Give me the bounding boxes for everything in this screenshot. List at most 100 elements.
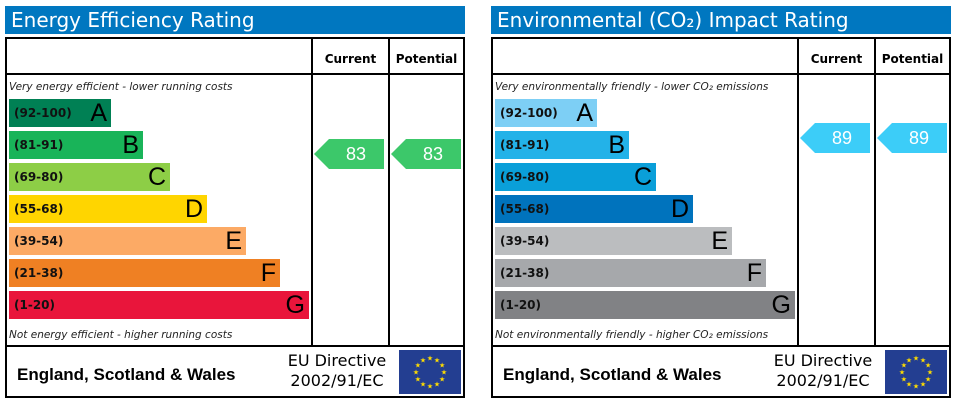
arrow-shape xyxy=(877,123,947,153)
star-icon: ★ xyxy=(439,362,445,370)
band-g: (1-20) G xyxy=(9,291,309,319)
band-c: (69-80) C xyxy=(9,163,170,191)
band-e: (39-54) E xyxy=(9,227,246,255)
star-icon: ★ xyxy=(439,376,445,384)
bottom-note: Not environmentally friendly - higher CO… xyxy=(495,329,769,341)
star-icon: ★ xyxy=(415,376,421,384)
band-range: (39-54) xyxy=(14,234,64,248)
band-letter: C xyxy=(147,163,166,191)
band-range: (21-38) xyxy=(500,266,550,280)
environmental-impact-panel: Environmental (CO₂) Impact Rating Curren… xyxy=(491,0,952,404)
band-range: (1-20) xyxy=(14,298,55,312)
region-label: England, Scotland & Wales xyxy=(503,365,722,384)
band-range: (92-100) xyxy=(500,106,558,120)
star-icon: ★ xyxy=(901,362,907,370)
band-letter: E xyxy=(225,227,242,255)
star-icon: ★ xyxy=(427,383,433,391)
band-range: (39-54) xyxy=(500,234,550,248)
band-letter: F xyxy=(746,259,762,287)
band-letter: G xyxy=(285,291,305,319)
energy-efficiency-panel: Energy Efficiency Rating Current Potenti… xyxy=(5,0,466,404)
region-label: England, Scotland & Wales xyxy=(17,365,236,384)
potential-rating-arrow: 83 xyxy=(391,139,461,169)
star-icon: ★ xyxy=(925,376,931,384)
top-note: Very environmentally friendly - lower CO… xyxy=(495,81,769,93)
star-icon: ★ xyxy=(920,356,926,364)
band-range: (69-80) xyxy=(14,170,64,184)
chart-title: Energy Efficiency Rating xyxy=(5,6,465,34)
band-b: (81-91) B xyxy=(9,131,143,159)
star-icon: ★ xyxy=(899,369,905,377)
band-letter: G xyxy=(771,291,791,319)
band-letter: F xyxy=(260,259,276,287)
potential-column-header: Potential xyxy=(395,52,458,66)
band-letter: B xyxy=(122,131,139,159)
divider xyxy=(493,73,949,75)
star-icon: ★ xyxy=(434,381,440,389)
star-icon: ★ xyxy=(415,362,421,370)
arrow-shape xyxy=(391,139,461,169)
rating-table: Current Potential Very energy efficient … xyxy=(5,37,465,398)
top-note: Very energy efficient - lower running co… xyxy=(9,81,233,93)
bottom-note: Not energy efficient - higher running co… xyxy=(9,329,233,341)
band-b: (81-91) B xyxy=(495,131,629,159)
divider xyxy=(7,345,463,347)
directive-line1: EU Directive xyxy=(287,351,387,370)
potential-column-header: Potential xyxy=(881,52,944,66)
band-range: (81-91) xyxy=(14,138,64,152)
star-icon: ★ xyxy=(913,383,919,391)
band-range: (92-100) xyxy=(14,106,72,120)
directive-line2: 2002/91/EC xyxy=(290,371,384,390)
band-g: (1-20) G xyxy=(495,291,795,319)
band-f: (21-38) F xyxy=(9,259,280,287)
current-column-header: Current xyxy=(324,52,377,66)
star-icon: ★ xyxy=(901,376,907,384)
rating-table: Current Potential Very environmentally f… xyxy=(491,37,951,398)
divider xyxy=(388,39,390,346)
star-icon: ★ xyxy=(427,355,433,363)
band-d: (55-68) D xyxy=(495,195,693,223)
star-icon: ★ xyxy=(927,369,933,377)
star-icon: ★ xyxy=(434,356,440,364)
band-range: (1-20) xyxy=(500,298,541,312)
band-f: (21-38) F xyxy=(495,259,766,287)
star-icon: ★ xyxy=(906,381,912,389)
divider xyxy=(493,345,949,347)
divider xyxy=(7,73,463,75)
current-column-header: Current xyxy=(810,52,863,66)
band-range: (21-38) xyxy=(14,266,64,280)
eu-directive: EU Directive 2002/91/EC xyxy=(283,351,391,391)
star-icon: ★ xyxy=(441,369,447,377)
band-letter: C xyxy=(633,163,652,191)
band-letter: E xyxy=(711,227,728,255)
band-a: (92-100) A xyxy=(495,99,597,127)
star-icon: ★ xyxy=(420,381,426,389)
star-icon: ★ xyxy=(920,381,926,389)
star-icon: ★ xyxy=(925,362,931,370)
directive-line2: 2002/91/EC xyxy=(776,371,870,390)
band-letter: A xyxy=(90,99,107,127)
band-range: (69-80) xyxy=(500,170,550,184)
band-range: (55-68) xyxy=(14,202,64,216)
band-e: (39-54) E xyxy=(495,227,732,255)
band-c: (69-80) C xyxy=(495,163,656,191)
divider xyxy=(874,39,876,346)
star-icon: ★ xyxy=(913,355,919,363)
eu-directive: EU Directive 2002/91/EC xyxy=(769,351,877,391)
band-letter: B xyxy=(608,131,625,159)
star-icon: ★ xyxy=(420,356,426,364)
band-letter: A xyxy=(576,99,593,127)
band-range: (81-91) xyxy=(500,138,550,152)
band-letter: D xyxy=(184,195,203,223)
arrow-shape xyxy=(314,139,384,169)
directive-line1: EU Directive xyxy=(773,351,873,370)
band-d: (55-68) D xyxy=(9,195,207,223)
eu-flag-icon: ★ ★ ★ ★ ★ ★ ★ ★ ★ ★ ★ ★ xyxy=(399,350,461,394)
star-icon: ★ xyxy=(906,356,912,364)
current-rating-arrow: 89 xyxy=(800,123,870,153)
divider xyxy=(311,39,313,346)
chart-title: Environmental (CO₂) Impact Rating xyxy=(491,6,951,34)
band-letter: D xyxy=(670,195,689,223)
current-rating-arrow: 83 xyxy=(314,139,384,169)
arrow-shape xyxy=(800,123,870,153)
